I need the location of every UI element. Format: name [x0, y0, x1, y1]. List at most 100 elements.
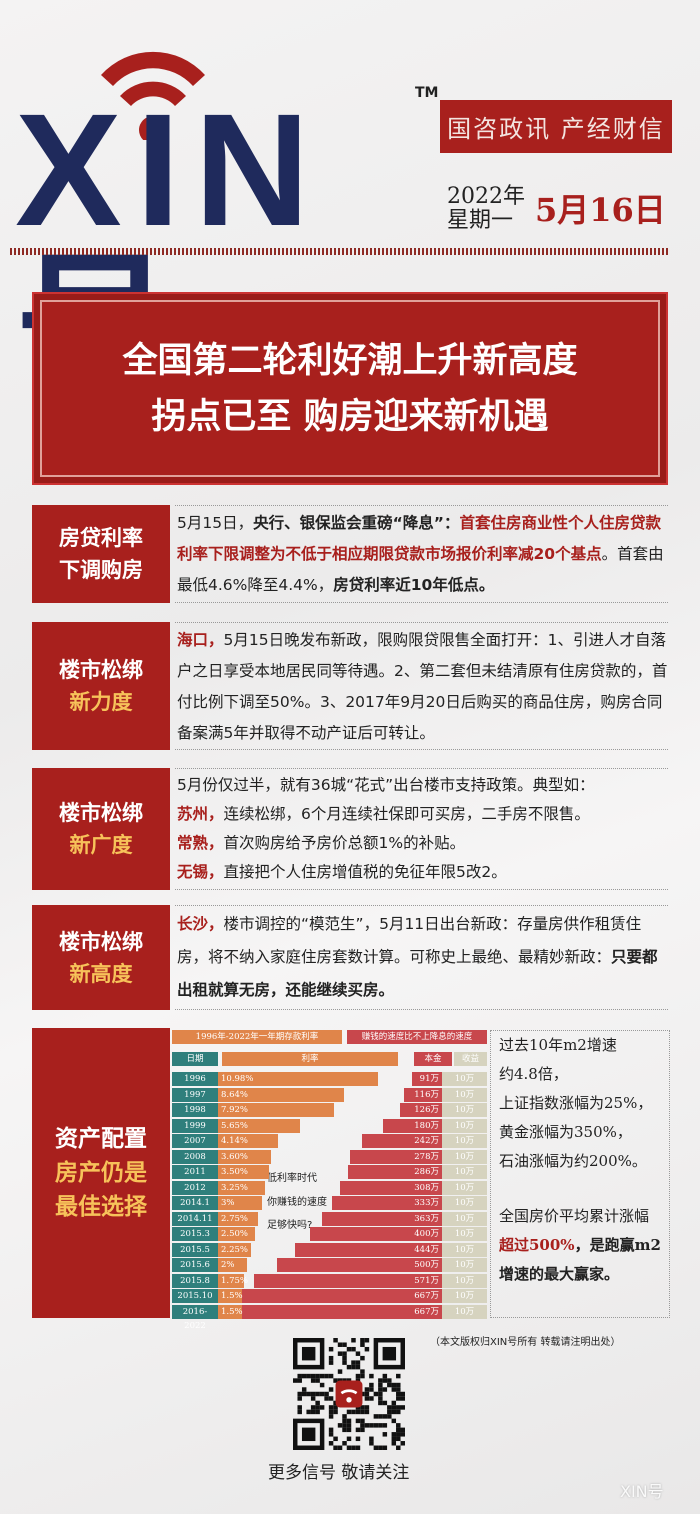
- qr-code[interactable]: [293, 1338, 405, 1450]
- follow-caption: 更多信号 敬请关注: [268, 1463, 410, 1483]
- text-line: 无锡，直接把个人住房增值税的免征年限5改2。: [177, 858, 668, 887]
- date-weekday: 星期一: [447, 208, 514, 233]
- yield-cell: 10万: [442, 1289, 487, 1303]
- row-date: 2014.1: [172, 1196, 218, 1210]
- annotation-3: 足够快吗?: [267, 1220, 313, 1231]
- rate-bar: 3.25%: [218, 1180, 265, 1195]
- asset-summary: 过去10年m2增速 约4.8倍， 上证指数涨幅为25%， 黄金涨幅为350%， …: [490, 1030, 670, 1318]
- summary-line: 过去10年m2增速: [499, 1036, 617, 1054]
- row-date: 1997: [172, 1087, 218, 1102]
- rate-bar: 1.5%: [218, 1289, 243, 1303]
- principal-bar: 116万: [404, 1087, 442, 1102]
- yield-cell: 10万: [442, 1211, 487, 1226]
- section-text-mortgage: 5月15日，央行、银保监会重磅“降息”：首套住房商业性个人住房贷款利率下限调整为…: [175, 505, 668, 603]
- wifi-icon: [101, 51, 205, 140]
- summary-line: 约4.8倍，: [499, 1065, 568, 1083]
- text-line: 苏州，连续松绑，6个月连续社保即可买房，二手房不限售。: [177, 800, 668, 829]
- headline-line1: 全国第二轮利好潮上升新高度: [122, 340, 578, 381]
- principal-bar: 126万: [400, 1103, 442, 1117]
- body-text: 5月份仅过半，就有36城“花式”出台楼市支持政策。典型如：: [177, 776, 595, 794]
- principal-bar: 308万: [340, 1180, 442, 1195]
- yield-cell: 10万: [442, 1087, 487, 1102]
- label-line1: 楼市松绑: [59, 658, 143, 682]
- col-header-yield: 收益: [454, 1052, 487, 1066]
- date-year: 2022年: [447, 184, 525, 209]
- section-label-haikou: 楼市松绑 新力度: [32, 622, 170, 750]
- principal-bar: 91万: [412, 1072, 442, 1086]
- summary-line: 增速的最大赢家。: [499, 1265, 620, 1283]
- rate-bar: 7.92%: [218, 1103, 334, 1117]
- section-text-cities: 5月份仅过半，就有36城“花式”出台楼市支持政策。典型如： 苏州，连续松绑，6个月…: [175, 768, 668, 890]
- principal-bar: 180万: [383, 1118, 442, 1133]
- label-line2: 新力度: [69, 690, 133, 714]
- divider: [10, 248, 670, 255]
- body-text: 首次购房给予房价总额1%的补贴。: [223, 834, 466, 852]
- rate-bar: 4.14%: [218, 1134, 278, 1148]
- rate-bar: 3.50%: [218, 1165, 269, 1179]
- row-date: 2011: [172, 1165, 218, 1179]
- yield-cell: 10万: [442, 1304, 487, 1319]
- principal-bar: 333万: [332, 1196, 442, 1210]
- label-line1: 楼市松绑: [59, 929, 143, 954]
- yield-cell: 10万: [442, 1165, 487, 1179]
- body-text: 5月15日，: [177, 514, 254, 532]
- label-line1: 资产配置: [55, 1126, 147, 1152]
- tagline-banner: 国咨政讯 产经财信: [440, 100, 672, 153]
- bold-text: 房贷利率近10年低点。: [333, 576, 495, 594]
- annotation-1: 低利率时代: [267, 1173, 317, 1184]
- principal-bar: 667万: [222, 1289, 442, 1303]
- yield-cell: 10万: [442, 1103, 487, 1117]
- row-date: 1998: [172, 1103, 218, 1117]
- rate-bar: 1.5%: [218, 1304, 243, 1319]
- rate-bar: 2.25%: [218, 1242, 251, 1257]
- section-label-changsha: 楼市松绑 新高度: [32, 905, 170, 1010]
- col-header-principal: 本金: [414, 1052, 452, 1066]
- body-text: 。首套由最低4.6%降至4.4%，: [177, 545, 664, 594]
- headline-box: 全国第二轮利好潮上升新高度 拐点已至 购房迎来新机遇: [32, 292, 668, 485]
- rate-bar: 3%: [218, 1196, 262, 1210]
- copyright-note: （本文版权归XIN号所有 转载请注明出处）: [430, 1337, 621, 1348]
- rate-bar: 2.75%: [218, 1211, 258, 1226]
- row-date: 2015.10: [172, 1289, 218, 1303]
- bold-text: 央行、银保监会重磅“降息”：: [253, 514, 460, 532]
- summary-line: 黄金涨幅为350%，: [499, 1123, 632, 1141]
- body-text: 楼市调控的“模范生”，5月11日出台新政：存量房供作租赁住房，将不纳入家庭住房套…: [177, 915, 642, 966]
- row-date: 2008: [172, 1149, 218, 1164]
- section-text-haikou: 海口，5月15日晚发布新政，限购限贷限售全面打开：1、引进人才自落户之日享受本地…: [175, 622, 668, 750]
- row-date: 2007: [172, 1134, 218, 1148]
- date-day: 5月16日: [535, 191, 666, 229]
- label-line2: 房产仍是: [55, 1160, 147, 1186]
- yield-cell: 10万: [442, 1180, 487, 1195]
- annotation-2: 你赚钱的速度: [267, 1197, 327, 1208]
- highlight-text: 海口，: [177, 631, 224, 649]
- yield-cell: 10万: [442, 1242, 487, 1257]
- section-label-mortgage: 房贷利率 下调购房: [32, 505, 170, 603]
- summary-line: 石油涨幅为约200%。: [499, 1152, 647, 1170]
- principal-bar: 286万: [348, 1165, 442, 1179]
- label-line2: 新广度: [69, 833, 133, 857]
- rate-bar: 5.65%: [218, 1118, 300, 1133]
- yield-cell: 10万: [442, 1149, 487, 1164]
- yield-cell: 10万: [442, 1118, 487, 1133]
- row-date: 1999: [172, 1118, 218, 1133]
- highlight-text: 苏州，: [177, 805, 224, 823]
- label-line1: 房贷利率: [59, 526, 143, 550]
- col-header-rate: 利率: [222, 1052, 398, 1066]
- highlight-text: 首套住房商业性个人住房贷款利率下限调整为不低于相应期限贷款市场报价利率减20个基…: [177, 514, 661, 563]
- yield-cell: 10万: [442, 1196, 487, 1210]
- body-text: 连续松绑，6个月连续社保即可买房，二手房不限售。: [223, 805, 590, 823]
- principal-bar: 500万: [277, 1258, 442, 1272]
- label-line3: 最佳选择: [55, 1194, 147, 1220]
- highlight-text: 常熟，: [177, 834, 224, 852]
- yield-cell: 10万: [442, 1134, 487, 1148]
- label-line2: 新高度: [69, 961, 133, 986]
- trademark: TM: [415, 85, 439, 101]
- watermark: XIN号: [620, 1482, 664, 1501]
- section-label-cities: 楼市松绑 新广度: [32, 768, 170, 890]
- yield-cell: 10万: [442, 1227, 487, 1241]
- row-date: 2012: [172, 1180, 218, 1195]
- rate-bar: 10.98%: [218, 1072, 378, 1086]
- summary-line: 全国房价平均累计涨幅: [499, 1207, 650, 1225]
- row-date: 2015.3: [172, 1227, 218, 1241]
- col-header-date: 日期: [172, 1052, 218, 1066]
